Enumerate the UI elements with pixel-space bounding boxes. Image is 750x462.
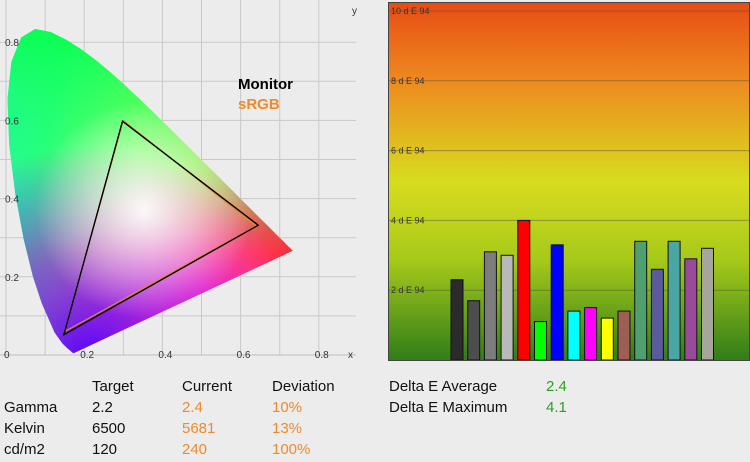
legend-srgb: sRGB — [238, 96, 280, 113]
legend-monitor: Monitor — [238, 76, 293, 93]
delta-e-bar — [483, 251, 497, 361]
delta-e-bar — [450, 279, 464, 361]
delta-e-average-label: Delta E Average — [389, 378, 498, 395]
stats-header-deviation: Deviation — [272, 378, 335, 395]
delta-e-tick-label: 2 d E 94 — [391, 285, 425, 295]
delta-e-bar — [500, 254, 514, 361]
delta-e-bar — [534, 321, 547, 361]
delta-e-tick-label: 8 d E 94 — [391, 76, 425, 86]
delta-e-bar — [701, 247, 714, 361]
stats-current: 240 — [182, 441, 208, 458]
stats-row-kelvin: Kelvin 6500 5681 13% — [4, 418, 362, 439]
delta-e-average-row: Delta E Average 2.4 — [389, 376, 567, 397]
stats-label: Kelvin — [4, 420, 45, 437]
stats-header-blank — [4, 376, 92, 397]
cie-x-tick-label: 0.4 — [158, 350, 172, 361]
cie-x-tick-label: 0 — [4, 350, 10, 361]
delta-e-bar — [467, 300, 481, 361]
stats-label: cd/m2 — [4, 441, 45, 458]
cie-x-tick-label: 0.2 — [80, 350, 94, 361]
delta-e-bar — [517, 219, 531, 361]
delta-e-bar-chart: 2 d E 94 4 d E 94 6 d E 94 8 d E 94 10 d E 9… — [388, 2, 750, 361]
delta-e-tick-label: 6 d E 94 — [391, 146, 425, 156]
cie-y-tick-label: 0.2 — [5, 273, 19, 284]
cie-y-tick-label: 0.6 — [5, 116, 19, 127]
cie-y-tick-label: 0.4 — [5, 195, 19, 206]
cie-gamut-triangles — [62, 119, 260, 337]
delta-e-bar — [567, 310, 581, 361]
delta-e-maximum-label: Delta E Maximum — [389, 399, 508, 416]
delta-e-maximum-row: Delta E Maximum 4.1 — [389, 397, 567, 418]
cie-x-tick-label: 0.8 — [315, 350, 329, 361]
stats-header-row: Target Current Deviation — [4, 376, 362, 397]
stats-current: 2.4 — [182, 399, 203, 416]
delta-e-bar — [684, 258, 698, 361]
stats-row-luminance: cd/m2 120 240 100% — [4, 439, 362, 460]
cie-chromaticity-chart: 0 0.2 0.4 0.6 0.8 0.2 0.4 0.6 0.8 x y Monitor sRGB — [0, 0, 360, 362]
cie-y-axis-label: y — [352, 6, 357, 17]
stats-target: 2.2 — [92, 399, 113, 416]
delta-e-bar — [600, 317, 614, 361]
delta-e-average-value: 2.4 — [546, 378, 567, 395]
cie-x-axis-label: x — [348, 350, 353, 361]
stats-header-target: Target — [92, 378, 134, 395]
stats-target: 120 — [92, 441, 118, 458]
delta-e-tick-label: 4 d E 94 — [391, 215, 425, 225]
delta-e-bar — [617, 310, 631, 361]
calibration-stats-table: Target Current Deviation Gamma 2.2 2.4 1… — [4, 376, 362, 460]
stats-target: 6500 — [92, 420, 126, 437]
stats-deviation: 10% — [272, 399, 303, 416]
stats-label: Gamma — [4, 399, 58, 416]
delta-e-bar — [667, 240, 681, 361]
cie-axes: 0 0.2 0.4 0.6 0.8 0.2 0.4 0.6 0.8 x y — [4, 6, 357, 361]
cie-x-tick-label: 0.6 — [237, 350, 251, 361]
delta-e-tick-label: 10 d E 94 — [391, 6, 430, 16]
gamut-triangle-monitor — [62, 120, 260, 337]
delta-e-summary: Delta E Average 2.4 Delta E Maximum 4.1 — [389, 376, 567, 418]
cie-y-tick-label: 0.8 — [5, 38, 19, 49]
delta-e-bar — [584, 307, 598, 361]
stats-header-current: Current — [182, 378, 233, 395]
stats-current: 5681 — [182, 420, 216, 437]
stats-deviation: 100% — [272, 441, 311, 458]
delta-e-bar — [650, 268, 664, 361]
delta-e-bar — [550, 244, 564, 361]
delta-e-bars — [450, 219, 714, 361]
stats-deviation: 13% — [272, 420, 303, 437]
stats-row-gamma: Gamma 2.2 2.4 10% — [4, 397, 362, 418]
delta-e-maximum-value: 4.1 — [546, 399, 567, 416]
delta-e-bar — [634, 240, 648, 361]
